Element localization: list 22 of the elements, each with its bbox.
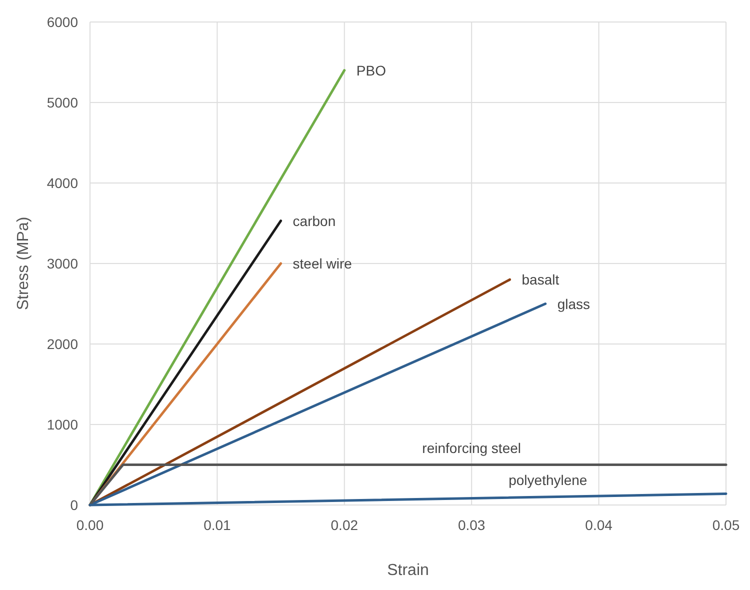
x-tick-label: 0.05 xyxy=(712,517,740,533)
y-tick-label: 2000 xyxy=(46,336,78,352)
series-label: polyethylene xyxy=(508,472,588,488)
y-tick-label: 3000 xyxy=(46,256,78,272)
y-axis-title: Stress (MPa) xyxy=(15,216,32,310)
x-axis-title: Strain xyxy=(387,562,429,579)
x-tick-label: 0.01 xyxy=(204,517,232,533)
series-label: reinforcing steel xyxy=(422,440,522,456)
y-tick-label: 1000 xyxy=(46,416,78,432)
y-tick-label: 5000 xyxy=(46,94,78,110)
x-tick-label: 0.04 xyxy=(585,517,613,533)
series-label: basalt xyxy=(522,272,560,288)
x-tick-label: 0.02 xyxy=(330,517,358,533)
series-label: carbon xyxy=(292,212,336,229)
y-tick-label: 6000 xyxy=(46,14,78,30)
y-tick-label: 4000 xyxy=(46,175,78,191)
y-tick-label: 0 xyxy=(70,497,78,513)
series-label: glass xyxy=(557,296,590,312)
series-label: steel wire xyxy=(292,256,352,272)
x-tick-label: 0.03 xyxy=(458,517,486,533)
series-label: PBO xyxy=(356,62,386,78)
x-tick-label: 0.00 xyxy=(76,517,104,533)
